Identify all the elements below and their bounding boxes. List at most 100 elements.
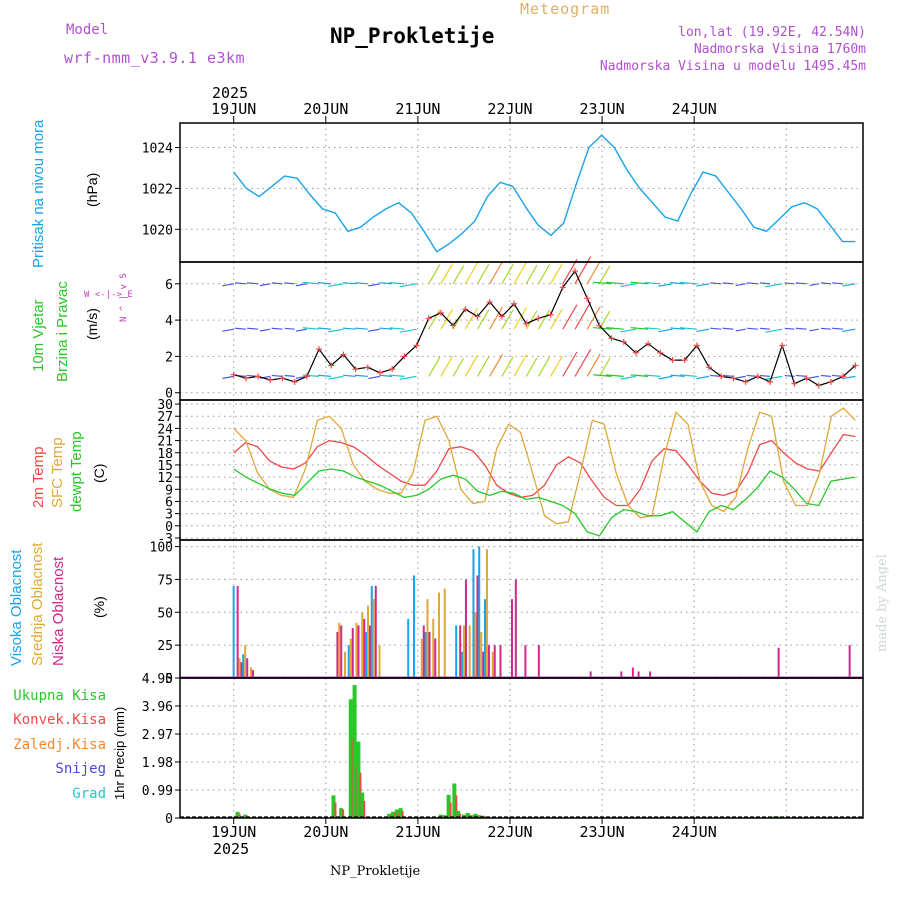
cloud-bar-low-31	[538, 645, 540, 678]
cloud-bar-mid-12	[379, 645, 381, 678]
cloud-label-high: Visoka Oblacnost	[8, 549, 25, 666]
ytick-label-precipitation-3: 2.97	[142, 728, 173, 743]
precip-bar-conv-7	[363, 801, 365, 818]
cloud-bar-low-8	[358, 625, 360, 678]
ytick-label-pressure-1: 1022	[142, 182, 173, 197]
cloud-bar-mid-24	[480, 632, 482, 678]
cloud-bar-low-38	[849, 645, 851, 678]
credit-watermark: made by Angel	[875, 554, 890, 652]
station-elevation: Nadmorska Visina 1760m	[694, 42, 866, 57]
cloud-bar-high-0	[233, 586, 235, 678]
ytick-label-precipitation-0: 0	[165, 812, 173, 827]
day-label-top-1: 20JUN	[303, 100, 348, 118]
cloud-bar-high-25	[484, 599, 486, 678]
precip-bar-conv-2	[334, 802, 336, 818]
cloud-bar-low-25	[488, 645, 490, 678]
cloud-bar-mid-1	[238, 658, 240, 678]
precip-unit: 1hr Precip (mm)	[112, 707, 127, 800]
cloud-bar-high-16	[424, 632, 426, 678]
cloud-bar-mid-8	[356, 623, 358, 678]
cloud-bar-low-24	[482, 652, 484, 678]
precip-label-frozen: Zaledj.Kisa	[13, 737, 106, 753]
pressure-title: Pritisak na nivou mora	[30, 119, 47, 268]
cloud-bar-low-9	[363, 619, 365, 678]
wind-arrow-1-46	[785, 328, 795, 329]
cloud-bar-mid-15	[421, 639, 423, 678]
cloud-bar-low-23	[476, 575, 478, 678]
ytick-label-precipitation-5: 4.95	[142, 672, 173, 687]
cloud-bar-mid-18	[438, 593, 440, 678]
ytick-label-wind-2: 4	[165, 314, 173, 329]
day-label-top-0: 19JUN	[211, 100, 256, 118]
cloud-bar-low-34	[632, 667, 634, 678]
ytick-label-pressure-0: 1020	[142, 223, 173, 238]
cloud-bar-low-15	[423, 625, 425, 678]
wind-label-1: 10m Vjetar	[30, 299, 47, 372]
ytick-label-precipitation-1: 0.99	[142, 784, 173, 799]
cloud-bar-low-11	[375, 586, 377, 678]
ytick-label-cloud_cover-4: 100	[150, 541, 173, 556]
cloud-bar-low-21	[465, 579, 467, 678]
cloud-bar-mid-2	[244, 645, 246, 678]
cloud-bar-high-2	[242, 654, 244, 678]
cloud-bar-mid-7	[350, 639, 352, 678]
day-label-top-5: 24JUN	[672, 100, 717, 118]
cloud-bar-low-30	[524, 645, 526, 678]
cloud-bar-high-7	[348, 645, 350, 678]
ytick-label-temperature-11: 30	[157, 398, 173, 413]
cloud-bar-mid-21	[463, 625, 465, 678]
ytick-label-wind-1: 2	[165, 350, 173, 365]
cloud-bar-mid-5	[338, 623, 340, 678]
cloud-bar-mid-16	[426, 599, 428, 678]
cloud-label-mid: Srednja Oblacnost	[29, 542, 46, 666]
model-name: wrf-nmm_v3.9.1 e3km	[64, 49, 245, 67]
ytick-label-cloud_cover-3: 75	[157, 573, 173, 588]
model-elevation: Nadmorska Visina u modelu 1495.45m	[600, 59, 866, 74]
cloud-bar-high-24	[478, 547, 480, 678]
cloud-bar-mid-3	[250, 667, 252, 678]
cloud-bar-high-10	[365, 632, 367, 678]
day-label-top-2: 21JUN	[395, 100, 440, 118]
ytick-label-cloud_cover-1: 25	[157, 639, 173, 654]
cloud-bar-low-2	[246, 658, 248, 678]
cloud-bar-low-5	[340, 625, 342, 678]
ytick-label-pressure-2: 1024	[142, 142, 173, 157]
cloud-bar-low-16	[428, 632, 430, 678]
precip-bar-conv-14	[450, 802, 452, 818]
ytick-label-precipitation-4: 3.96	[142, 700, 173, 715]
year-label-bottom: 2025	[213, 840, 249, 858]
wind-unit: (m/s)	[84, 308, 100, 340]
day-label-bottom-3: 22JUN	[487, 823, 532, 841]
precip-label-snow: Snijeg	[55, 761, 106, 777]
wind-compass-v: N ^ | v S	[119, 273, 129, 322]
cloud-bar-high-23	[472, 549, 474, 678]
cloud-bar-low-37	[778, 648, 780, 678]
cloud-bar-low-0	[237, 586, 239, 678]
page-subtitle: Meteogram	[520, 0, 610, 18]
day-label-top-3: 22JUN	[487, 100, 532, 118]
cloud-bar-mid-26	[492, 652, 494, 678]
pressure-unit: (hPa)	[84, 173, 100, 207]
cloud-bar-low-1	[240, 662, 242, 678]
station-footer: NP_Prokletije	[330, 864, 421, 879]
cloud-bar-high-20	[455, 625, 457, 678]
cloud-bar-low-29	[515, 579, 517, 678]
cloud-bar-low-20	[459, 625, 461, 678]
cloud-bar-mid-6	[344, 652, 346, 678]
cloud-bar-high-11	[371, 586, 373, 678]
cloud-bar-low-17	[434, 639, 436, 678]
temp-label-2m: 2m Temp	[30, 447, 47, 508]
wind-label-2: Brzina i Pravac	[54, 281, 71, 382]
cloud-bar-mid-19	[444, 589, 446, 678]
temp-label-dewpt: dewpt Temp	[68, 431, 85, 512]
cloud-bar-mid-22	[469, 625, 471, 678]
cloud-bar-low-4	[336, 632, 338, 678]
day-label-bottom-4: 23JUN	[580, 823, 625, 841]
cloud-bar-high-21	[461, 652, 463, 678]
meteogram-canvas: Model wrf-nmm_v3.9.1 e3km NP_Prokletije …	[0, 0, 900, 900]
cloud-bar-mid-25	[486, 549, 488, 678]
day-label-bottom-2: 21JUN	[395, 823, 440, 841]
precip-label-conv: Konvek.Kisa	[13, 712, 106, 728]
cloud-bar-low-10	[369, 625, 371, 678]
cloud-bar-low-26	[494, 645, 496, 678]
